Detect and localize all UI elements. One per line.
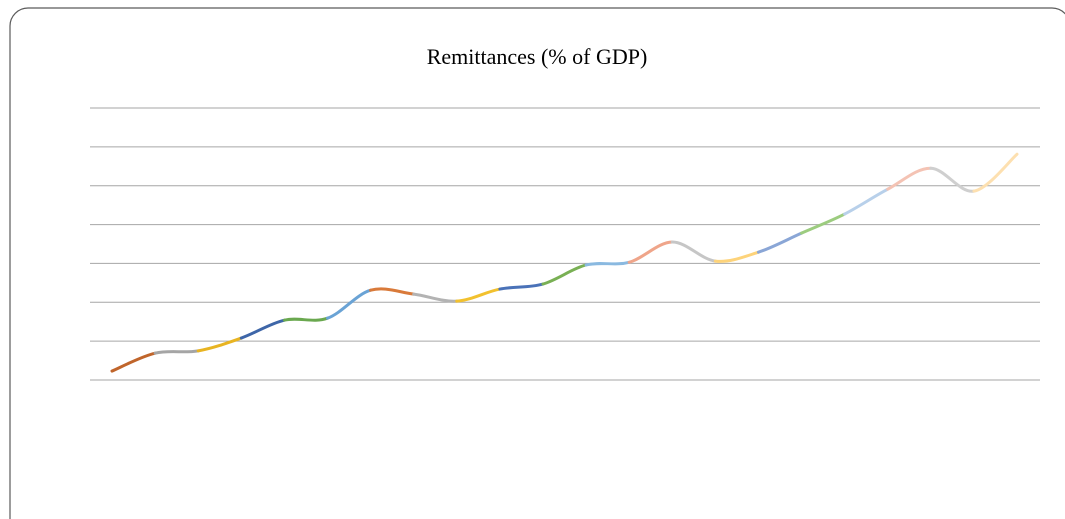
line-segment: [756, 231, 804, 254]
line-segment: [584, 260, 631, 267]
line-segment: [929, 166, 976, 193]
line-segment: [498, 282, 545, 291]
line-segment: [886, 166, 933, 191]
line-segment: [153, 349, 200, 355]
line-segment: [110, 351, 157, 373]
line-segment: [713, 250, 760, 263]
line-segment: [843, 187, 890, 216]
line-segment: [800, 212, 847, 235]
line-segment: [282, 316, 329, 322]
line-segment: [670, 240, 717, 263]
line-segment: [412, 292, 459, 303]
line-segment: [369, 287, 416, 296]
line-segment: [972, 152, 1019, 193]
chart-title: Remittances (% of GDP): [427, 44, 648, 69]
line-segment: [627, 240, 674, 264]
line-segment: [325, 288, 373, 320]
line-segment: [541, 263, 588, 286]
line-segment: [239, 318, 286, 340]
line-segment: [196, 336, 243, 353]
line-segment: [455, 287, 502, 303]
